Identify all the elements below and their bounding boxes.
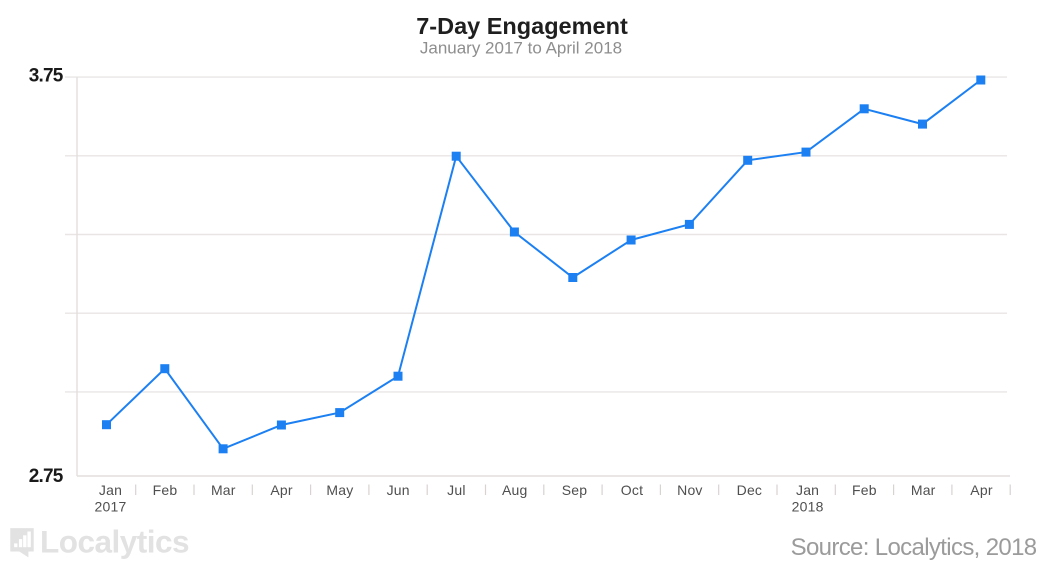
- svg-text:Feb: Feb: [153, 482, 178, 498]
- svg-text:Mar: Mar: [911, 482, 936, 498]
- svg-text:Aug: Aug: [502, 482, 528, 498]
- svg-text:Feb: Feb: [852, 482, 877, 498]
- svg-text:Apr: Apr: [270, 482, 293, 498]
- svg-text:Jun: Jun: [387, 482, 410, 498]
- svg-text:Localytics: Localytics: [40, 524, 189, 560]
- svg-text:7-Day Engagement: 7-Day Engagement: [416, 13, 628, 39]
- svg-text:Jul: Jul: [447, 482, 466, 498]
- svg-text:Mar: Mar: [211, 482, 236, 498]
- svg-text:Nov: Nov: [677, 482, 703, 498]
- svg-text:Jan: Jan: [796, 482, 819, 498]
- svg-text:May: May: [326, 482, 353, 498]
- svg-text:Dec: Dec: [737, 482, 763, 498]
- svg-text:2.75: 2.75: [29, 466, 64, 487]
- svg-text:Sep: Sep: [562, 482, 588, 498]
- svg-text:January 2017 to April 2018: January 2017 to April 2018: [420, 39, 622, 58]
- svg-text:2018: 2018: [792, 499, 824, 515]
- svg-text:Jan: Jan: [99, 482, 122, 498]
- svg-text:Oct: Oct: [621, 482, 643, 498]
- svg-text:Source: Localytics, 2018: Source: Localytics, 2018: [791, 534, 1037, 561]
- svg-text:Apr: Apr: [970, 482, 993, 498]
- svg-text:3.75: 3.75: [29, 66, 64, 87]
- svg-text:2017: 2017: [95, 499, 127, 515]
